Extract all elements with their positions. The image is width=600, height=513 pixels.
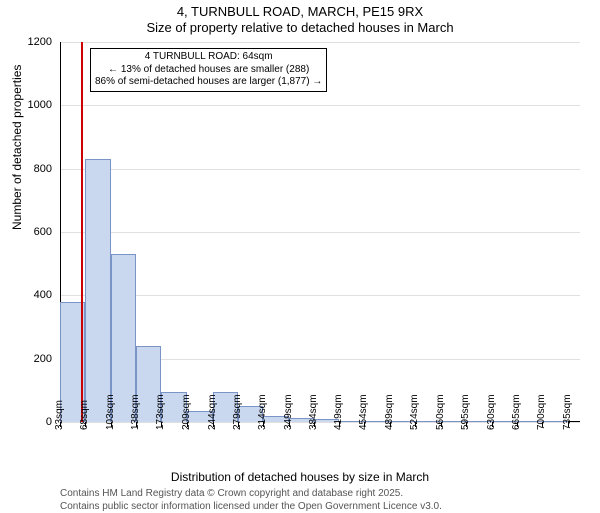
- gridline: [60, 42, 580, 43]
- chart-container: 4, TURNBULL ROAD, MARCH, PE15 9RX Size o…: [0, 0, 600, 500]
- y-tick-label: 1200: [0, 36, 52, 48]
- y-tick-label: 600: [0, 226, 52, 238]
- y-tick-label: 800: [0, 163, 52, 175]
- y-tick-label: 0: [0, 416, 52, 428]
- gridline: [60, 169, 580, 170]
- reference-line: [81, 42, 83, 422]
- chart-title-line2: Size of property relative to detached ho…: [0, 20, 600, 36]
- annotation-box: 4 TURNBULL ROAD: 64sqm← 13% of detached …: [90, 48, 327, 92]
- chart-title-line1: 4, TURNBULL ROAD, MARCH, PE15 9RX: [0, 4, 600, 20]
- y-tick-label: 400: [0, 289, 52, 301]
- gridline: [60, 232, 580, 233]
- footer-line2: Contains public sector information licen…: [60, 501, 442, 513]
- gridline: [60, 295, 580, 296]
- footer-line1: Contains HM Land Registry data © Crown c…: [60, 488, 442, 501]
- footer-attribution: Contains HM Land Registry data © Crown c…: [60, 488, 442, 513]
- y-axis-title: Number of detached properties: [10, 65, 24, 230]
- annotation-line1: 4 TURNBULL ROAD: 64sqm: [95, 51, 322, 64]
- annotation-line2: ← 13% of detached houses are smaller (28…: [95, 64, 322, 77]
- y-tick-label: 1000: [0, 99, 52, 111]
- x-axis-title: Distribution of detached houses by size …: [0, 470, 600, 484]
- gridline: [60, 105, 580, 106]
- plot-area: 4 TURNBULL ROAD: 64sqm← 13% of detached …: [60, 42, 580, 422]
- title-block: 4, TURNBULL ROAD, MARCH, PE15 9RX Size o…: [0, 4, 600, 37]
- histogram-bar: [85, 159, 110, 422]
- y-tick-label: 200: [0, 353, 52, 365]
- annotation-line3: 86% of semi-detached houses are larger (…: [95, 76, 322, 89]
